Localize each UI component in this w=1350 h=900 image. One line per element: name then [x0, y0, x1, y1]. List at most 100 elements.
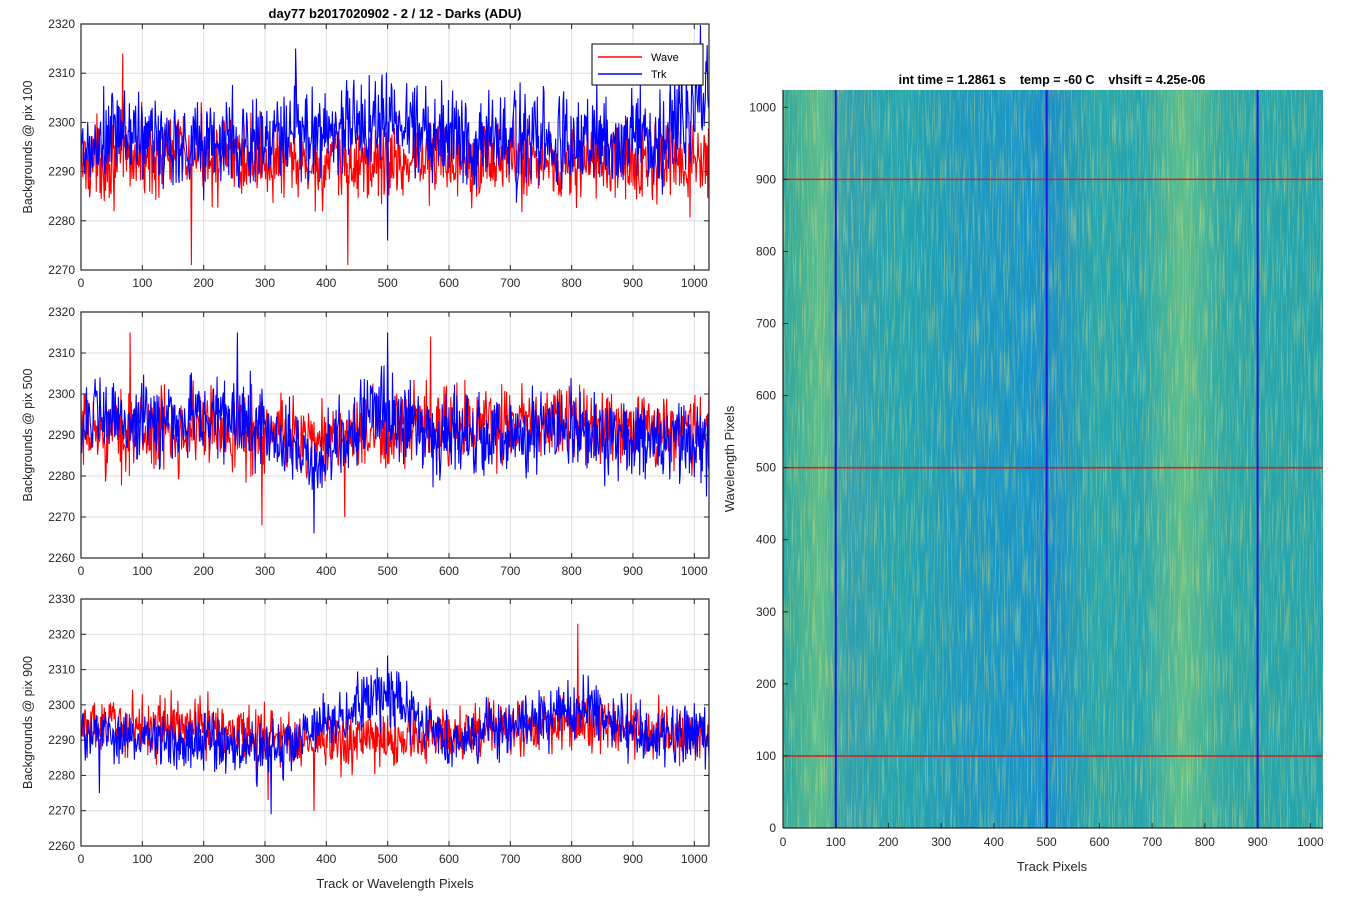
y-tick-label: 2320	[48, 305, 75, 319]
x-tick-label: 600	[439, 564, 459, 578]
x-tick-label: 700	[500, 852, 520, 866]
heatmap-x-tick-label: 800	[1195, 835, 1215, 849]
y-tick-label: 2330	[48, 592, 75, 606]
y-tick-label: 2300	[48, 115, 75, 129]
heatmap-x-tick-label: 400	[984, 835, 1004, 849]
heatmap-title: int time = 1.2861 s temp = -60 C vhsift …	[899, 73, 1206, 87]
series-line-trk	[80, 24, 710, 241]
x-tick-label: 900	[623, 276, 643, 290]
heatmap-x-tick-label: 0	[780, 835, 787, 849]
x-tick-label: 0	[78, 276, 85, 290]
x-tick-label: 1000	[681, 276, 708, 290]
heatmap-plot: int time = 1.2861 s temp = -60 C vhsift …	[722, 73, 1324, 874]
x-tick-label: 600	[439, 852, 459, 866]
heatmap-y-tick-label: 100	[756, 749, 776, 763]
heatmap-y-tick-label: 0	[769, 821, 776, 835]
legend-box	[591, 43, 704, 86]
x-tick-label: 900	[623, 852, 643, 866]
heatmap-lines	[783, 90, 1323, 828]
x-tick-label: 400	[316, 276, 336, 290]
x-tick-label: 800	[562, 276, 582, 290]
y-tick-label: 2280	[48, 469, 75, 483]
x-tick-label: 500	[378, 852, 398, 866]
heatmap-y-tick-label: 1000	[749, 100, 776, 114]
y-axis-label: Backgrounds @ pix 900	[21, 656, 35, 789]
x-tick-label: 1000	[681, 564, 708, 578]
y-axis-label: Backgrounds @ pix 500	[21, 369, 35, 502]
y-tick-label: 2300	[48, 387, 75, 401]
x-tick-label: 400	[316, 852, 336, 866]
heatmap-x-tick-label: 300	[931, 835, 951, 849]
x-tick-label: 0	[78, 564, 85, 578]
x-tick-label: 100	[132, 276, 152, 290]
series-line-trk	[80, 655, 710, 815]
axes-frame	[80, 598, 710, 847]
legend: Wave Trk	[591, 43, 704, 86]
y-tick-label: 2290	[48, 733, 75, 747]
y-tick-label: 2260	[48, 839, 75, 853]
figure-title: day77 b2017020902 - 2 / 12 - Darks (ADU)	[269, 6, 522, 21]
plot-pix-500: 0 100 200 300 400 500 600 700 800 900 1000 2260 2270…	[21, 305, 710, 578]
y-tick-label: 2290	[48, 165, 75, 179]
x-tick-label: 300	[255, 564, 275, 578]
heatmap-x-tick-label: 600	[1089, 835, 1109, 849]
heatmap-x-tick-label: 100	[826, 835, 846, 849]
heatmap-x-tick-label: 200	[878, 835, 898, 849]
x-tick-label: 1000	[681, 852, 708, 866]
heatmap-y-tick-label: 500	[756, 461, 776, 475]
y-tick-label: 2320	[48, 627, 75, 641]
x-tick-label: 700	[500, 276, 520, 290]
heatmap-x-label: Track Pixels	[1017, 859, 1088, 874]
y-axis-label: Backgrounds @ pix 100	[21, 81, 35, 214]
y-tick-label: 2270	[48, 263, 75, 277]
legend-label-trk: Trk	[651, 69, 667, 81]
heatmap-y-tick-label: 700	[756, 317, 776, 331]
y-tick-label: 2300	[48, 698, 75, 712]
x-tick-label: 200	[194, 276, 214, 290]
x-tick-label: 0	[78, 852, 85, 866]
heatmap-y-tick-label: 200	[756, 677, 776, 691]
y-tick-label: 2310	[48, 346, 75, 360]
x-tick-label: 600	[439, 276, 459, 290]
x-tick-label: 300	[255, 852, 275, 866]
x-tick-label: 200	[194, 852, 214, 866]
x-tick-label: 200	[194, 564, 214, 578]
heatmap-axes: 0 100 200 300 400 500 600 700 800 900 1000 0 100 200 3…	[749, 90, 1324, 849]
x-tick-label: 700	[500, 564, 520, 578]
heatmap-x-tick-label: 700	[1142, 835, 1162, 849]
axes-frame	[80, 23, 710, 271]
heatmap-y-tick-label: 600	[756, 389, 776, 403]
x-axis-label-left: Track or Wavelength Pixels	[316, 876, 474, 891]
y-tick-label: 2310	[48, 66, 75, 80]
y-tick-label: 2270	[48, 510, 75, 524]
heatmap-y-tick-label: 300	[756, 605, 776, 619]
x-tick-label: 500	[378, 564, 398, 578]
x-tick-label: 100	[132, 852, 152, 866]
heatmap-y-tick-label: 800	[756, 244, 776, 258]
x-tick-label: 900	[623, 564, 643, 578]
x-tick-label: 400	[316, 564, 336, 578]
heatmap-x-tick-label: 500	[1037, 835, 1057, 849]
x-tick-label: 300	[255, 276, 275, 290]
x-tick-label: 800	[562, 564, 582, 578]
y-tick-label: 2270	[48, 804, 75, 818]
y-tick-label: 2280	[48, 214, 75, 228]
heatmap-x-tick-label: 900	[1248, 835, 1268, 849]
legend-label-wave: Wave	[651, 52, 679, 64]
plot-pix-900: 0 100 200 300 400 500 600 700 800 900 1000 2260 2270…	[21, 592, 710, 866]
heatmap-texture	[783, 90, 1323, 828]
heatmap-y-tick-label: 900	[756, 172, 776, 186]
x-tick-label: 800	[562, 852, 582, 866]
x-tick-label: 500	[378, 276, 398, 290]
y-tick-label: 2290	[48, 428, 75, 442]
heatmap-y-label: Wavelength Pixels	[722, 405, 737, 512]
y-tick-label: 2260	[48, 551, 75, 565]
y-tick-label: 2320	[48, 17, 75, 31]
y-tick-label: 2310	[48, 663, 75, 677]
y-tick-label: 2280	[48, 768, 75, 782]
heatmap-x-tick-label: 1000	[1297, 835, 1324, 849]
heatmap-y-tick-label: 400	[756, 533, 776, 547]
series-line-wave	[80, 53, 710, 266]
x-tick-label: 100	[132, 564, 152, 578]
